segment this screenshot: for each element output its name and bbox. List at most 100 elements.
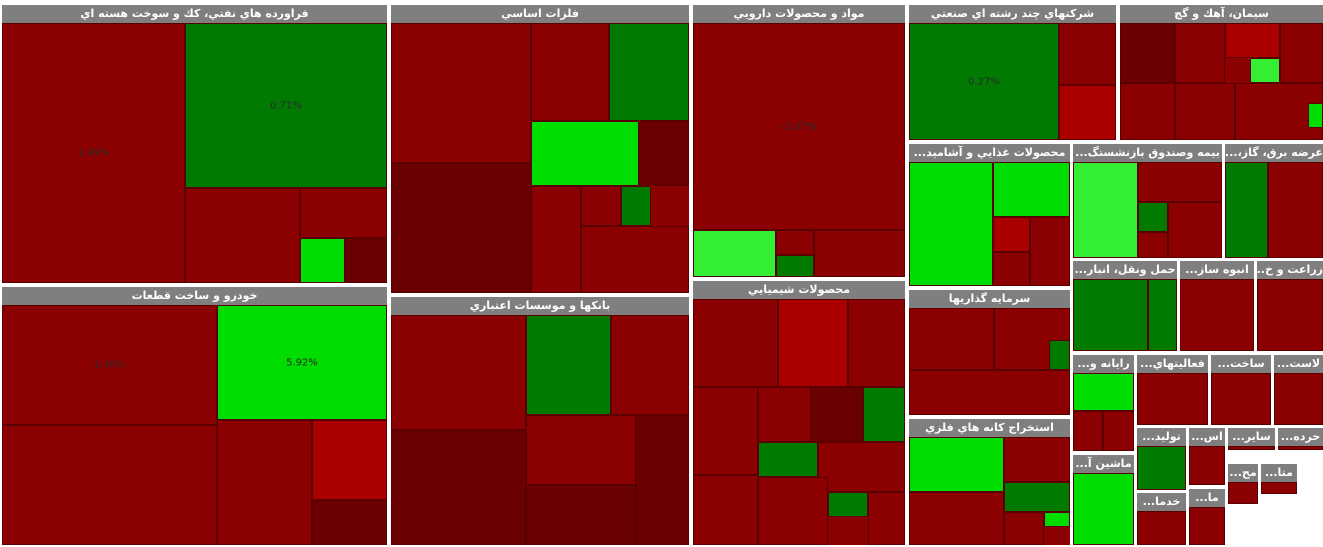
tile[interactable]: [909, 437, 1004, 492]
tile[interactable]: [828, 492, 868, 517]
tile[interactable]: [818, 442, 905, 492]
tile[interactable]: [1049, 340, 1070, 370]
tile[interactable]: [1225, 162, 1268, 258]
tile[interactable]: [993, 217, 1030, 252]
tile[interactable]: [693, 230, 776, 277]
tile[interactable]: [1228, 482, 1258, 504]
sector[interactable]: خودرو و ساخت قطعات 1.40% 5.92%: [1, 286, 388, 546]
tile[interactable]: [1030, 217, 1070, 286]
tile[interactable]: [909, 492, 1004, 545]
tile[interactable]: [1073, 473, 1134, 545]
tile[interactable]: [1308, 103, 1323, 128]
tile[interactable]: [1073, 373, 1134, 411]
tile[interactable]: [526, 315, 611, 415]
tile[interactable]: [693, 475, 758, 545]
tile[interactable]: [639, 121, 689, 186]
tile[interactable]: [345, 238, 387, 283]
sector[interactable]: مح...: [1227, 463, 1259, 505]
sector[interactable]: خدما...: [1136, 492, 1187, 546]
sector[interactable]: لاست...: [1273, 354, 1323, 426]
tile[interactable]: [776, 230, 814, 255]
tile[interactable]: 0.71%: [185, 23, 387, 188]
sector[interactable]: تولید...: [1136, 427, 1187, 491]
tile[interactable]: [531, 186, 581, 293]
tile[interactable]: [1073, 162, 1138, 258]
tile[interactable]: [1268, 162, 1323, 258]
tile[interactable]: [909, 162, 993, 286]
tile[interactable]: [391, 315, 526, 430]
sector[interactable]: استخراج كانه هاي فلزي: [908, 418, 1071, 546]
tile[interactable]: [1250, 58, 1280, 83]
tile[interactable]: [693, 387, 758, 475]
sector[interactable]: متا...: [1260, 463, 1298, 495]
sector[interactable]: مواد و محصولات دارويي -1.07%: [692, 4, 906, 278]
tile[interactable]: [526, 415, 636, 485]
tile[interactable]: [1280, 23, 1323, 83]
tile[interactable]: [531, 121, 639, 186]
sector[interactable]: حمل ونقل، انبار...: [1072, 260, 1178, 352]
tile[interactable]: [1257, 279, 1323, 351]
sector[interactable]: عرضه برق، گاز،...: [1224, 143, 1323, 259]
tile[interactable]: [1137, 446, 1186, 490]
sector[interactable]: ما...: [1188, 488, 1226, 546]
tile[interactable]: [1137, 373, 1208, 425]
tile[interactable]: 1.40%: [2, 305, 217, 425]
tile[interactable]: [868, 492, 905, 545]
tile[interactable]: [776, 255, 814, 277]
tile[interactable]: [609, 23, 689, 121]
tile[interactable]: [1175, 23, 1225, 83]
tile[interactable]: [1274, 373, 1323, 425]
sector[interactable]: ساير...: [1227, 427, 1276, 451]
tile[interactable]: [811, 387, 863, 442]
tile[interactable]: [758, 477, 828, 545]
tile[interactable]: [848, 299, 905, 387]
sector[interactable]: فراورده هاي نفتي، كك و سوخت هسته اي 1.99%…: [1, 4, 388, 284]
tile[interactable]: [1004, 437, 1070, 482]
sector[interactable]: بيمه وصندوق بازنشستگ...: [1072, 143, 1223, 259]
tile[interactable]: [611, 315, 689, 415]
tile[interactable]: 1.99%: [2, 23, 185, 283]
tile[interactable]: -1.07%: [693, 23, 905, 230]
sector[interactable]: فعاليتهاي...: [1136, 354, 1209, 426]
sector[interactable]: ماشين آ...: [1072, 454, 1135, 546]
tile[interactable]: [758, 442, 818, 477]
tile[interactable]: [1138, 162, 1222, 202]
tile[interactable]: [185, 188, 300, 283]
sector[interactable]: اس...: [1188, 427, 1226, 486]
tile[interactable]: [1228, 446, 1275, 450]
tile[interactable]: [1138, 232, 1168, 258]
sector[interactable]: ساخت...: [1210, 354, 1272, 426]
tile[interactable]: [1004, 512, 1044, 545]
sector[interactable]: زراعت و خ...: [1256, 260, 1323, 352]
tile[interactable]: [909, 308, 994, 370]
tile[interactable]: [2, 425, 217, 545]
tile[interactable]: [391, 23, 531, 163]
tile[interactable]: [909, 370, 1070, 415]
tile[interactable]: [1180, 279, 1254, 351]
tile[interactable]: [1278, 446, 1323, 450]
sector[interactable]: محصولات شيميايي: [692, 280, 906, 546]
tile[interactable]: 5.92%: [217, 305, 387, 420]
sector[interactable]: شركتهاي چند رشته اي صنعتي 0.27%: [908, 4, 1117, 141]
tile[interactable]: [1004, 482, 1070, 512]
tile[interactable]: [581, 186, 621, 226]
tile[interactable]: [1138, 202, 1168, 232]
tile[interactable]: [758, 387, 811, 442]
tile[interactable]: [391, 163, 531, 293]
tile[interactable]: [1120, 23, 1175, 83]
tile[interactable]: [1148, 279, 1177, 351]
sector[interactable]: محصولات غذايي و آشاميد...: [908, 143, 1071, 287]
tile[interactable]: [778, 299, 848, 387]
tile[interactable]: [993, 162, 1070, 217]
tile[interactable]: [1225, 23, 1280, 58]
sector[interactable]: سرمايه گذاريها: [908, 289, 1071, 416]
tile[interactable]: [1189, 446, 1225, 485]
sector[interactable]: حرده...: [1277, 427, 1323, 451]
tile[interactable]: [581, 226, 689, 293]
tile[interactable]: [636, 415, 689, 545]
tile[interactable]: [1073, 279, 1148, 351]
tile[interactable]: [1137, 511, 1186, 545]
tile[interactable]: [531, 23, 609, 121]
tile[interactable]: [1261, 482, 1297, 494]
tile[interactable]: [621, 186, 651, 226]
